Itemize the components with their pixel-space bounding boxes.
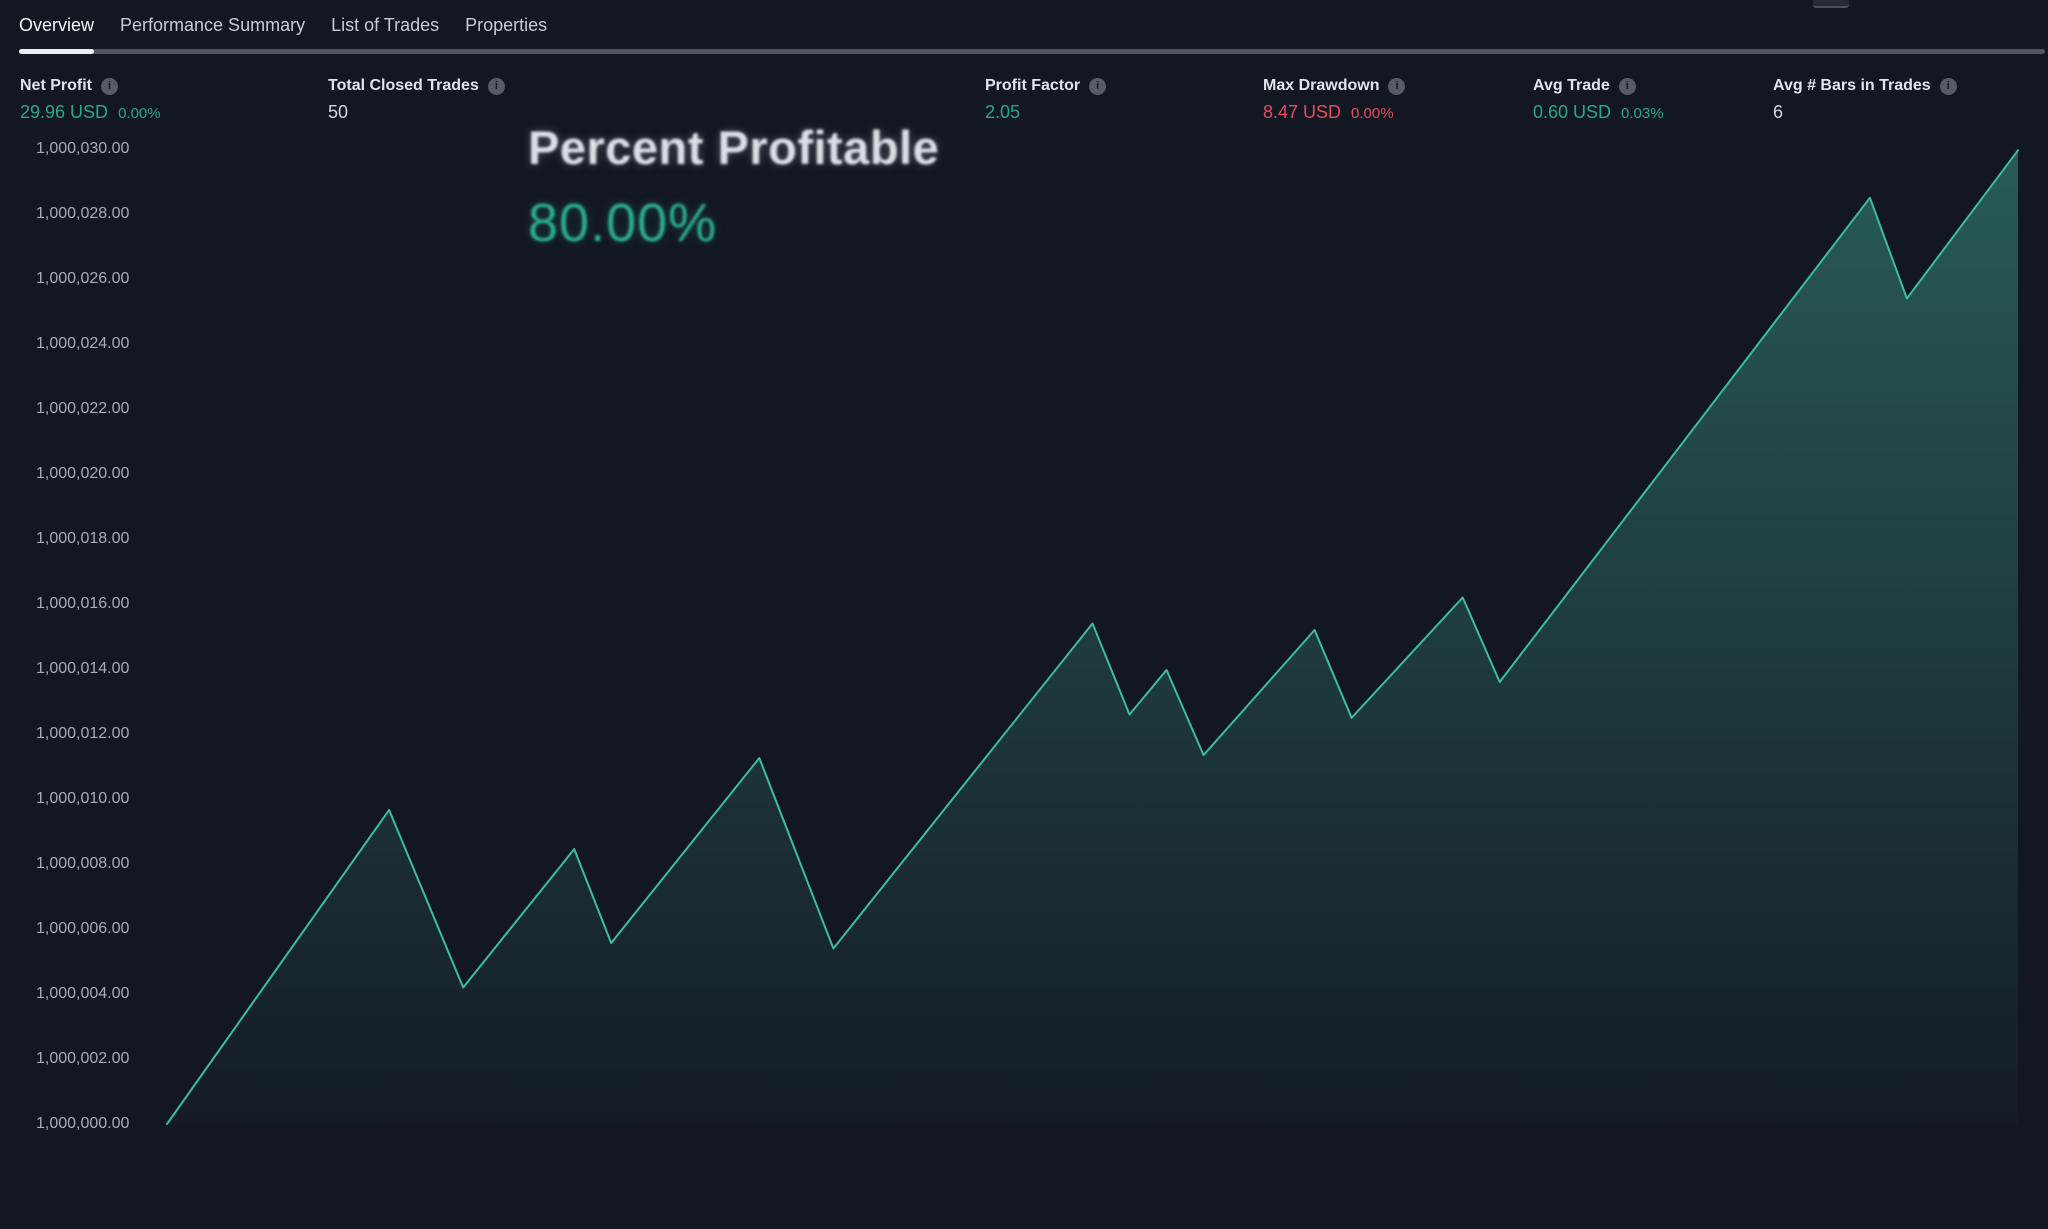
tab-performance-summary[interactable]: Performance Summary	[120, 14, 306, 35]
stat-value-percent: 0.03%	[1621, 105, 1664, 122]
stat-label: Total Closed Trades i	[328, 77, 505, 95]
tab-list-of-trades[interactable]: List of Trades	[331, 14, 440, 35]
tab-bar: Overview Performance Summary List of Trade…	[0, 0, 2048, 50]
stat-max-drawdown: Max Drawdown i 8.47 USD 0.00%	[1263, 77, 1406, 123]
stat-value-percent: 0.00%	[1351, 105, 1394, 122]
stat-label: Avg # Bars in Trades i	[1773, 77, 1957, 95]
stats-row: Net Profit i 29.96 USD 0.00% Total Closed Tr…	[0, 77, 2048, 129]
info-icon[interactable]: i	[101, 77, 118, 95]
stat-label-text: Max Drawdown	[1263, 77, 1380, 94]
tab-properties[interactable]: Properties	[465, 14, 548, 35]
stat-value: 6	[1773, 102, 1957, 123]
stat-value: 0.60 USD 0.03%	[1533, 102, 1664, 123]
stat-label-text: Profit Factor	[985, 77, 1081, 94]
info-icon[interactable]: i	[1388, 77, 1406, 95]
stat-profit-factor: Profit Factor i 2.05	[985, 77, 1107, 123]
stat-value-main: 2.05	[985, 102, 1021, 122]
stat-total-closed-trades: Total Closed Trades i 50	[328, 77, 505, 123]
tab-underline-track	[19, 49, 2045, 54]
stat-avg-bars-in-trades: Avg # Bars in Trades i 6	[1773, 77, 1957, 123]
stat-value-main: 8.47 USD	[1263, 102, 1342, 122]
stat-value: 50	[328, 102, 505, 123]
equity-line	[166, 149, 2019, 1125]
stat-label: Avg Trade i	[1533, 77, 1664, 95]
stat-avg-trade: Avg Trade i 0.60 USD 0.03%	[1533, 77, 1664, 123]
info-icon[interactable]: i	[1618, 77, 1636, 95]
cropped-ui-fragment	[1813, 0, 1849, 8]
stat-label-text: Total Closed Trades	[328, 77, 479, 94]
stat-value-main: 29.96 USD	[20, 102, 109, 122]
stat-label-text: Avg # Bars in Trades	[1773, 77, 1931, 94]
stat-value-main: 50	[328, 102, 349, 122]
tab-overview[interactable]: Overview	[19, 14, 95, 35]
stat-value: 8.47 USD 0.00%	[1263, 102, 1405, 123]
stat-label: Profit Factor i	[985, 77, 1107, 95]
info-icon[interactable]: i	[1939, 77, 1957, 95]
stat-net-profit: Net Profit i 29.96 USD 0.00%	[20, 77, 161, 123]
stat-label-text: Net Profit	[20, 77, 92, 94]
stat-value-percent: 0.00%	[118, 105, 161, 122]
stat-value: 29.96 USD 0.00%	[20, 102, 161, 123]
info-icon[interactable]: i	[487, 77, 505, 95]
equity-fill	[167, 150, 2018, 1125]
stat-label-text: Avg Trade	[1533, 77, 1610, 94]
stat-value-main: 6	[1773, 102, 1784, 122]
active-tab-indicator	[19, 49, 94, 54]
stat-value-main: 0.60 USD	[1533, 102, 1612, 122]
stat-value: 2.05	[985, 102, 1106, 123]
info-icon[interactable]: i	[1089, 77, 1107, 95]
stat-label: Net Profit i	[20, 77, 161, 95]
stat-label: Max Drawdown i	[1263, 77, 1406, 95]
